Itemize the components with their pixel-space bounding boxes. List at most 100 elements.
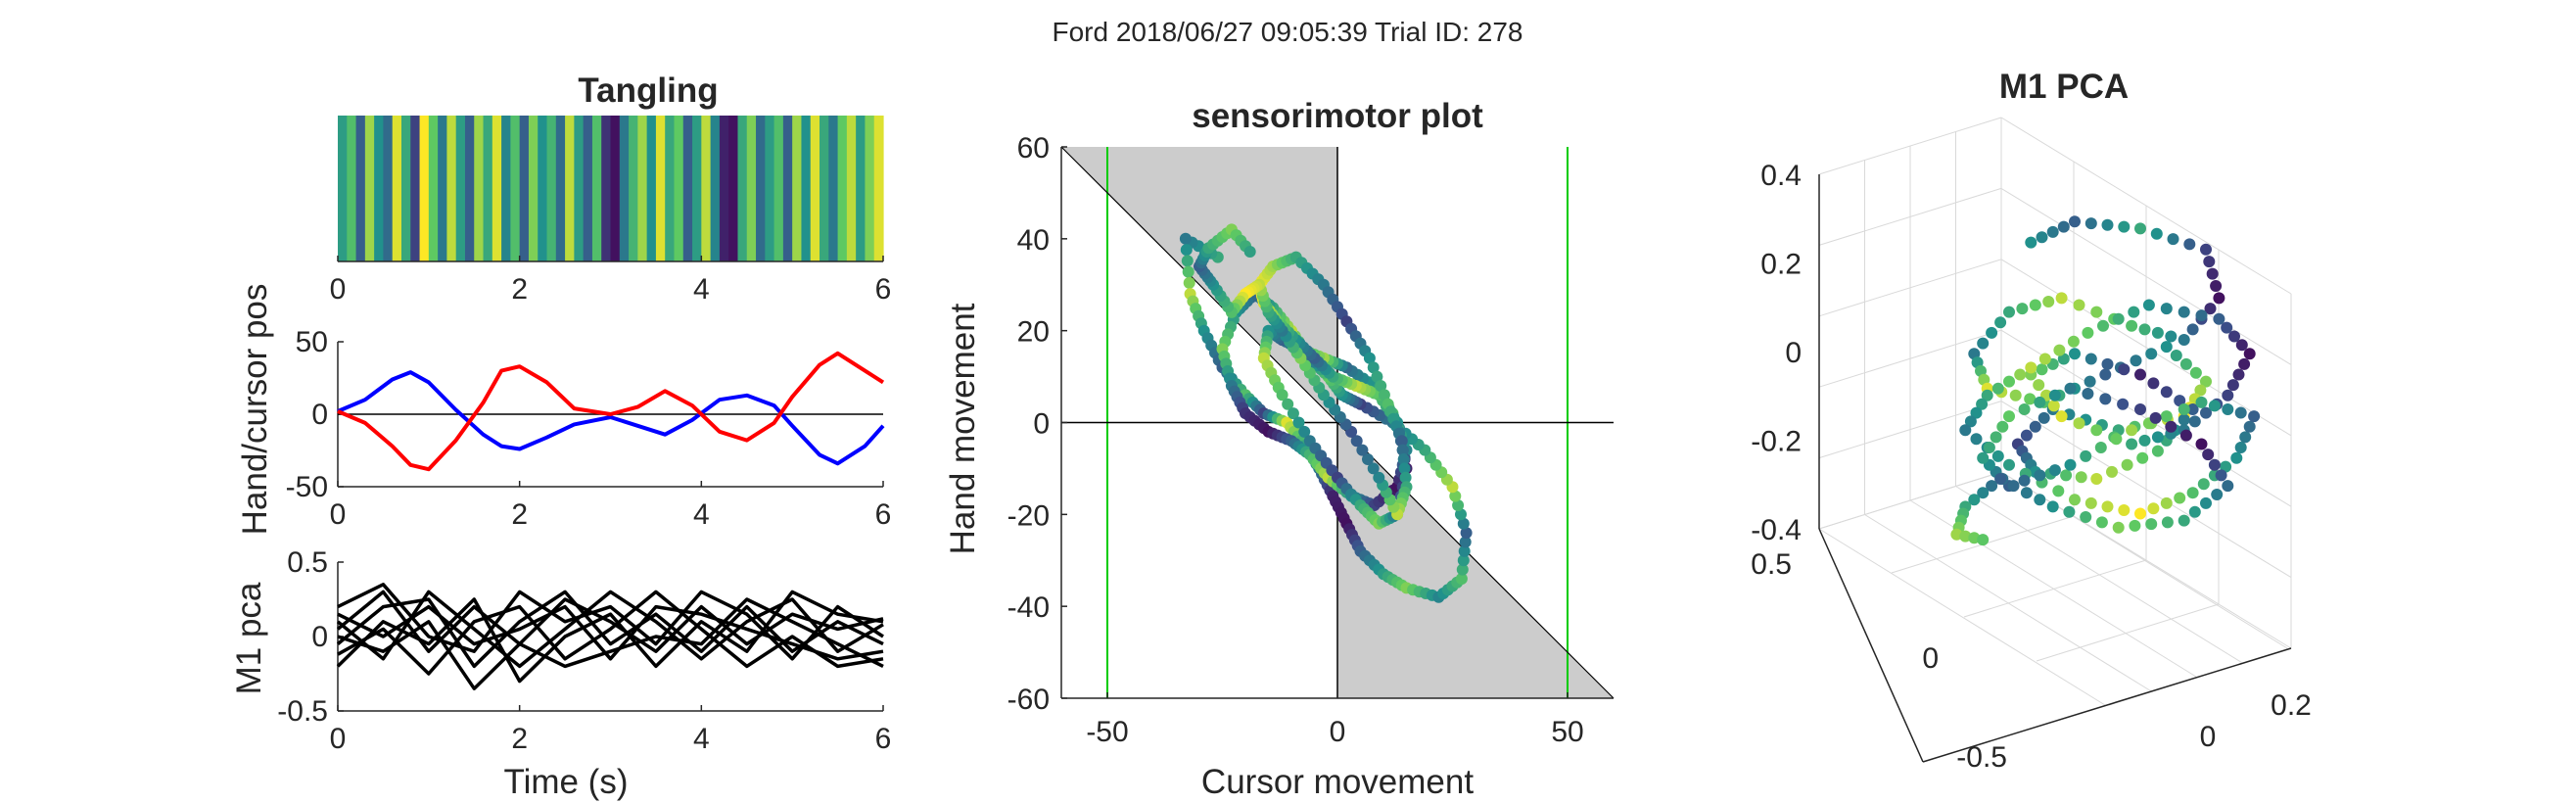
hand-cursor-x-tick-label: 4 (693, 498, 710, 531)
hand-cursor-x-tick-label: 2 (511, 498, 528, 531)
m1-pca-3d-point (2003, 375, 2015, 388)
m1-pca-3d-point (2165, 420, 2178, 433)
m1-pca-3d-point (2234, 442, 2247, 453)
m1-pca-3d-point (2046, 500, 2059, 513)
tangling-cell (419, 116, 430, 261)
m1-pca-3d-point (2179, 357, 2192, 370)
m1-pca-3d-point (2082, 326, 2094, 339)
sensorimotor-point (1457, 517, 1470, 530)
tangling-cell (828, 116, 839, 261)
tangling-cell (483, 116, 493, 261)
sensorimotor-reference-lines (1060, 146, 1615, 699)
m1-pca-x-tick-label: 4 (693, 723, 710, 755)
m1-pca-3d-point (2095, 516, 2108, 529)
m1-pca-trace (337, 597, 884, 690)
tangling-cell (546, 116, 557, 261)
tangling-cell (865, 116, 875, 261)
m1-pca-3d-point (2037, 411, 2050, 424)
m1-pca-3d-point (2149, 411, 2162, 424)
m1-pca-3d-point (2090, 424, 2103, 437)
m1-pca-3d-z-tick-label: 0.4 (1760, 160, 1802, 192)
tangling-cell (446, 116, 457, 261)
tangling-cell (428, 116, 439, 261)
m1-pca-3d-point (2055, 292, 2068, 305)
m1-pca-3d-point (2033, 379, 2045, 392)
tangling-cell (719, 116, 729, 261)
m1-pca-3d-point (2016, 303, 2029, 315)
sensorimotor-point (1287, 407, 1299, 420)
m1-pca-3d-point (2042, 296, 2055, 307)
sensorimotor-point (1395, 435, 1408, 448)
m1-pca-3d-point (2213, 312, 2225, 325)
tangling-cell (610, 116, 621, 261)
tangling-cell (629, 116, 638, 261)
tangling-cell (538, 116, 548, 261)
m1-pca-3d-point (2126, 319, 2138, 332)
time-xlabel: Time (s) (503, 763, 628, 801)
m1-pca-3d-point (1968, 532, 1981, 544)
m1-pca-3d-point (2082, 388, 2094, 400)
m1-pca-trace (337, 590, 884, 676)
m1-pca-3d-point (2064, 458, 2077, 471)
tangling-axes: 0 2 4 6 (330, 256, 892, 306)
tangling-cell (501, 116, 511, 261)
sensorimotor-y-tick-label: 40 (1017, 224, 1050, 257)
tangling-x-tick-label: 6 (875, 273, 892, 306)
m1-pca-y-tick-label: 0.5 (287, 546, 328, 579)
hand-position-line (337, 370, 885, 466)
m1-pca-3d-point (1950, 528, 1963, 541)
m1-pca-3d-point (1977, 534, 1990, 546)
m1-pca-3d-point (1981, 389, 1993, 402)
m1-pca-3d-point (2200, 496, 2212, 509)
tangling-cell (873, 116, 884, 261)
m1-pca-3d-point (2101, 218, 2114, 231)
m1-pca-3d-point (2235, 339, 2248, 352)
m1-pca-3d-point (2020, 429, 2033, 442)
m1-pca-3d-point (2186, 403, 2199, 415)
m1-pca-3d-point (2243, 420, 2256, 433)
m1-pca-3d-point (2047, 400, 2060, 412)
m1-pca-3d-point (2222, 480, 2234, 493)
m1-pca-3d-point (1991, 382, 2004, 395)
m1-pca-ylabel: M1 pca (230, 582, 268, 694)
sensorimotor-axes: -50 0 50 -60 -40 -20 0 20 40 60 (1007, 132, 1614, 748)
sensorimotor-point (1179, 232, 1192, 245)
sensorimotor-y-tick-label: 20 (1017, 316, 1050, 349)
m1-pca-3d-point (2221, 321, 2233, 334)
m1-pca-3d-point (2197, 478, 2210, 491)
m1-pca-3d-point (2210, 280, 2223, 292)
tangling-cell (746, 116, 757, 261)
tangling-cell (492, 116, 502, 261)
m1-pca-3d-point (1970, 406, 1983, 419)
m1-pca-3d-point (2024, 393, 2037, 405)
sensorimotor-point (1449, 490, 1462, 502)
m1-pca-3d-point (2202, 449, 2215, 461)
m1-pca-3d-point (2142, 299, 2155, 311)
m1-pca-3d-point (2003, 306, 2015, 318)
m1-pca-3d-x-axis (1922, 647, 2292, 763)
tangling-cell (565, 116, 575, 261)
m1-pca-3d-point (2239, 431, 2252, 444)
hand-cursor-ylabel: Hand/cursor pos (236, 284, 274, 536)
sensorimotor-point (1375, 380, 1387, 392)
m1-pca-3d-point (2034, 469, 2046, 482)
tangling-cell (410, 116, 421, 261)
sensorimotor-point (1182, 265, 1194, 278)
m1-pca-3d-point (2178, 334, 2190, 346)
m1-pca-trace (336, 590, 884, 653)
tangling-cell (682, 116, 693, 261)
m1-pca-3d-point (2151, 445, 2164, 457)
sensorimotor-point (1362, 453, 1374, 465)
sensorimotor-point (1455, 508, 1467, 521)
tangling-title: Tangling (578, 71, 718, 110)
m1-pca-3d-point (2084, 217, 2097, 230)
tangling-cell (637, 116, 648, 261)
m1-pca-3d-point (2007, 480, 2020, 493)
tangling-x-tick-label: 2 (511, 273, 528, 306)
sensorimotor-point (1399, 471, 1412, 484)
m1-pca-3d-point (2020, 487, 2033, 499)
m1-pca-3d-point (2186, 487, 2199, 499)
m1-pca-3d-point (1977, 487, 1990, 499)
sensorimotor-point (1371, 370, 1383, 383)
m1-pca-3d-point (2160, 410, 2173, 423)
